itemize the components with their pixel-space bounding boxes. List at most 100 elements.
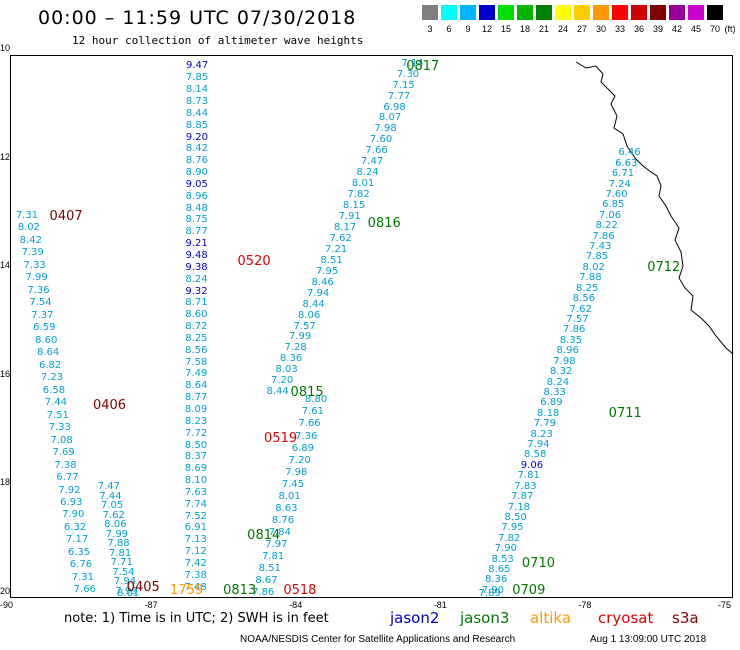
wave-height-value: 8.64 [185, 380, 208, 392]
wave-height-value: 6.93 [60, 497, 83, 508]
wave-height-value: 8.03 [275, 364, 298, 376]
latitude-tick-label: 16 [0, 368, 11, 379]
wave-height-value: 6.71 [611, 168, 635, 180]
wave-height-value: 7.12 [184, 546, 207, 558]
wave-height-value: 8.10 [184, 475, 208, 487]
map-subtitle: 12 hour collection of altimeter wave hei… [72, 34, 364, 47]
wave-height-value: 8.64 [37, 347, 60, 359]
wave-height-value: 7.94 [306, 287, 330, 299]
colorbar-swatch [650, 5, 666, 20]
wave-height-value: 6.76 [69, 559, 93, 571]
wave-height-value: 7.05 [100, 500, 124, 512]
wave-height-value: 9.21 [185, 238, 208, 250]
colorbar-swatch [688, 5, 704, 20]
wave-height-value: 8.73 [185, 95, 209, 107]
wave-height-value: 7.97 [265, 538, 288, 550]
wave-height-value: 7.13 [184, 534, 207, 546]
wave-height-value: 8.77 [185, 226, 208, 238]
wave-height-value: 8.72 [185, 321, 208, 333]
wave-height-value: 8.01 [117, 588, 140, 599]
wave-height-value: 7.18 [507, 501, 531, 513]
pass-time-label: 0710 [521, 555, 555, 571]
wave-height-value: 7.94 [113, 576, 137, 588]
wave-height-value: 8.53 [491, 553, 514, 565]
colorbar-swatch [441, 5, 457, 20]
latitude-tick-label: 12 [0, 151, 11, 162]
wave-height-value: 9.38 [185, 261, 208, 273]
wave-height-value: 7.66 [298, 418, 321, 430]
colorbar-label: 45 [690, 24, 701, 34]
colorbar-swatch [707, 5, 723, 20]
wave-height-value: 8.07 [378, 112, 402, 124]
colorbar-swatch [460, 5, 476, 20]
wave-height-value: 7.81 [261, 550, 285, 562]
wave-height-value: 6.77 [56, 472, 79, 484]
wave-height-value: 7.37 [31, 309, 54, 321]
wave-height-value: 7.89 [478, 588, 501, 599]
colorbar-swatch [574, 5, 590, 20]
wave-height-value: 8.09 [185, 404, 208, 415]
wave-height-value: 7.90 [494, 543, 518, 555]
latitude-tick-label: 10 [0, 43, 11, 53]
colorbar-label: 27 [576, 24, 587, 34]
latitude-tick-label: 18 [0, 477, 11, 488]
colorbar-label: 15 [500, 24, 511, 34]
wave-height-value: 7.66 [73, 584, 96, 596]
wave-height-value: 8.18 [537, 407, 560, 419]
wave-height-value: 7.47 [97, 481, 121, 493]
colorbar-swatch [536, 5, 552, 20]
wave-height-value: 8.36 [485, 574, 508, 586]
wave-height-value: 7.72 [184, 427, 208, 439]
wave-height-value: 8.58 [524, 449, 547, 461]
wave-height-value: 7.28 [284, 342, 307, 354]
wave-height-value: 7.98 [553, 355, 576, 367]
wave-height-value: 8.24 [356, 167, 379, 179]
colorbar-swatch [555, 5, 571, 20]
wave-height-value: 7.52 [184, 510, 207, 522]
wave-height-value: 7.57 [293, 320, 316, 332]
wave-height-value: 7.98 [285, 466, 308, 478]
timestamp-text: Aug 1 13:09:00 UTC 2018 [590, 634, 707, 645]
wave-height-value: 8.24 [185, 273, 208, 285]
longitude-tick-label: -87 [144, 600, 158, 610]
wave-height-value: 6.58 [42, 384, 66, 396]
wave-height-value: 8.02 [17, 222, 40, 234]
wave-height-value: 8.50 [504, 511, 527, 523]
pass-time-label: 0709 [512, 583, 546, 598]
wave-height-value: 7.33 [23, 259, 46, 271]
wave-height-value: 7.20 [270, 375, 294, 387]
wave-height-value: 8.46 [311, 276, 334, 288]
wave-height-value: 7.08 [50, 434, 73, 446]
wave-height-value: 7.39 [21, 247, 44, 259]
wave-height-value: 6.46 [618, 147, 641, 159]
latitude-tick-label: 14 [0, 260, 11, 271]
colorbar-label: 21 [538, 24, 549, 34]
wave-height-value: 8.36 [279, 353, 303, 365]
wave-height-value: 7.98 [374, 123, 397, 135]
wave-height-value: 8.01 [351, 178, 375, 190]
wave-height-value: 7.30 [396, 68, 420, 80]
wave-height-value: 8.50 [184, 439, 208, 451]
wave-height-value: 6.82 [38, 359, 62, 371]
wave-height-value: 7.58 [185, 356, 208, 368]
wave-height-value: 7.62 [329, 232, 352, 244]
pass-time-label: 1759 [170, 583, 204, 598]
wave-height-value: 9.05 [185, 178, 208, 190]
wave-height-value: 8.60 [185, 309, 208, 321]
wave-height-value: 8.14 [185, 84, 209, 96]
wave-height-value: 9.47 [185, 60, 209, 72]
wave-height-value: 7.62 [102, 509, 125, 521]
wave-height-value: 8.76 [185, 155, 208, 167]
wave-height-value: 7.44 [99, 490, 122, 502]
wave-height-value: 8.06 [104, 519, 127, 531]
footer-note: note: 1) Time is in UTC; 2) SWH is in fe… [64, 611, 329, 626]
colorbar-label: 18 [519, 24, 530, 34]
wave-height-value: 7.60 [369, 134, 393, 146]
pass-time-label: 0711 [608, 406, 642, 422]
colorbar-swatch [422, 5, 438, 20]
wave-height-value: 8.42 [19, 234, 42, 246]
wave-height-value: 7.86 [592, 230, 615, 242]
wave-height-value: 7.14 [401, 57, 424, 69]
wave-height-value: 8.56 [185, 344, 208, 356]
wave-height-value: 7.95 [501, 522, 524, 534]
